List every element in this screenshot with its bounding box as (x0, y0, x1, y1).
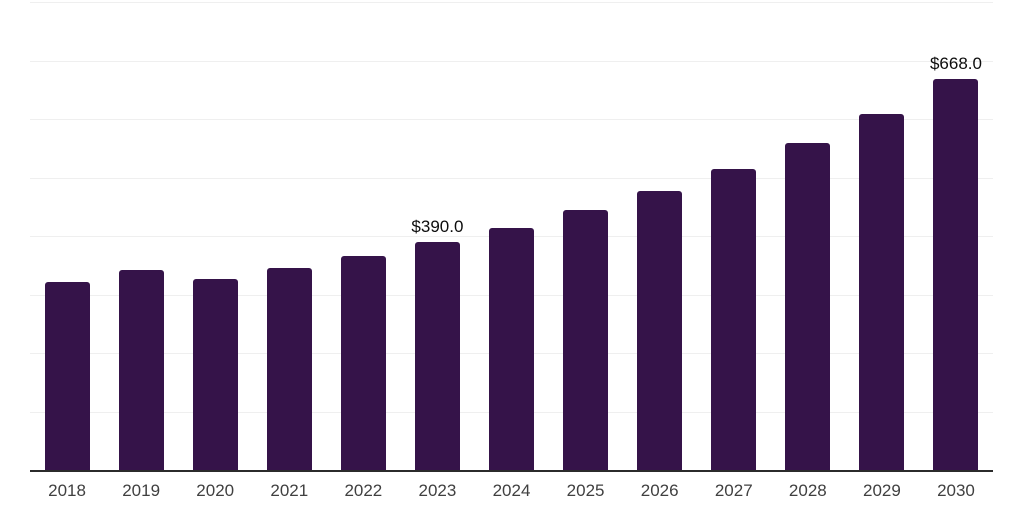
bar-slot (549, 2, 623, 470)
x-axis-labels: 2018 2019 2020 2021 2022 2023 2024 2025 2026 2027… (30, 481, 993, 501)
bar-2019 (118, 269, 164, 470)
bar-2030 (933, 79, 979, 470)
bar-slot: $668.0 (919, 2, 993, 470)
bar-slot (623, 2, 697, 470)
x-tick-2027: 2027 (714, 481, 753, 500)
bar-slot (252, 2, 326, 470)
x-tick-2018: 2018 (48, 481, 86, 500)
x-tick-2024: 2024 (492, 481, 531, 500)
bar-2022 (340, 255, 386, 470)
gridline (30, 60, 993, 62)
bar-2029 (859, 113, 905, 470)
bar-2024 (489, 227, 534, 470)
bar-value-label: $668.0 (929, 54, 982, 74)
bar-2028 (785, 143, 831, 470)
bar-2021 (266, 267, 312, 470)
bar-slot (697, 2, 771, 470)
bars-container: $390.0 $668.0 (30, 2, 993, 470)
bar-2027 (711, 168, 757, 470)
bar-slot (30, 2, 104, 470)
gridline (30, 177, 993, 179)
bar-slot (845, 2, 919, 470)
bar-2018 (44, 281, 90, 470)
x-tick-2026: 2026 (640, 481, 679, 500)
bar-slot (474, 2, 548, 470)
plot-area: $390.0 $668.0 (30, 2, 993, 472)
bar-2023 (414, 241, 460, 470)
x-tick-2022: 2022 (344, 481, 383, 500)
x-tick-2025: 2025 (566, 481, 605, 500)
x-tick-2019: 2019 (122, 481, 161, 500)
bar-2026 (637, 190, 683, 470)
bar-slot (104, 2, 178, 470)
bar-slot (178, 2, 252, 470)
gridline (30, 2, 993, 3)
bar-2025 (563, 209, 609, 470)
bar-slot: $390.0 (400, 2, 474, 470)
bar-value-label: $390.0 (411, 216, 464, 236)
bar-slot (326, 2, 400, 470)
x-tick-2021: 2021 (270, 481, 309, 500)
x-tick-2029: 2029 (862, 481, 901, 500)
x-tick-2020: 2020 (196, 481, 235, 500)
x-tick-2028: 2028 (788, 481, 827, 500)
x-tick-2023: 2023 (418, 481, 457, 500)
x-tick-2030: 2030 (937, 481, 975, 500)
gridline (30, 119, 993, 120)
bar-slot (771, 2, 845, 470)
bar-2020 (192, 279, 238, 470)
